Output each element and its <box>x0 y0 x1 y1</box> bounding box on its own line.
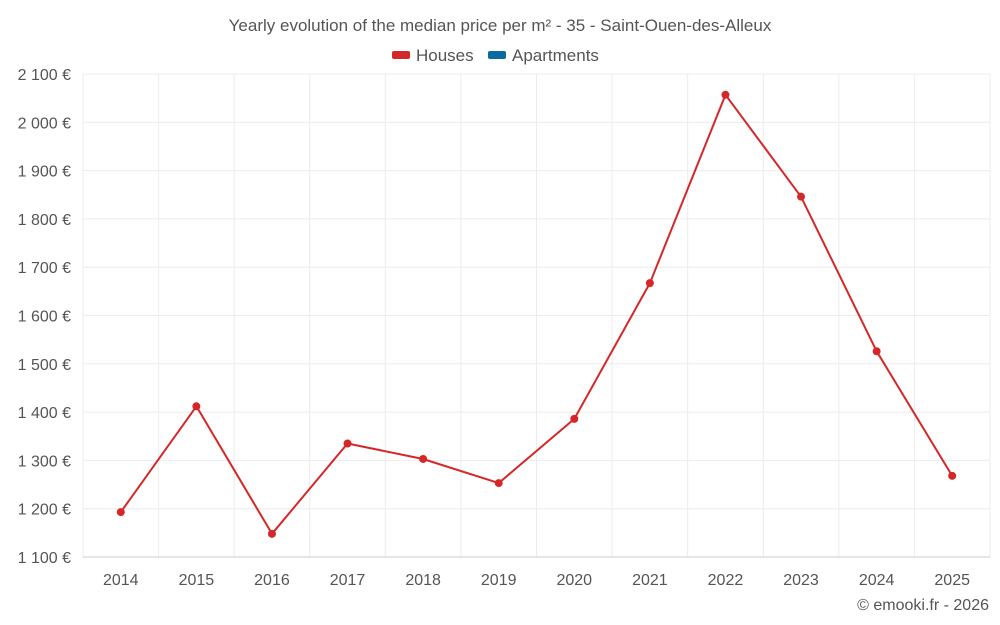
y-tick-label: 1 500 € <box>18 357 71 374</box>
legend-item-houses[interactable]: Houses <box>392 46 474 65</box>
x-tick-label: 2021 <box>632 572 668 589</box>
x-tick-label: 2022 <box>708 572 744 589</box>
y-tick-label: 1 900 € <box>18 164 71 181</box>
series-houses <box>116 90 957 538</box>
y-tick-label: 1 100 € <box>18 550 71 567</box>
legend: Houses Apartments <box>392 46 599 65</box>
x-tick-label: 2025 <box>934 572 970 589</box>
x-tick-label: 2017 <box>330 572 366 589</box>
x-axis-ticks: 2014 2015 2016 2017 2018 2019 2020 2021 2022 2023… <box>103 572 970 589</box>
x-tick-label: 2019 <box>481 572 517 589</box>
data-point-houses[interactable] <box>721 90 730 99</box>
x-tick-label: 2018 <box>405 572 441 589</box>
legend-label-apartments: Apartments <box>512 46 599 65</box>
data-point-houses[interactable] <box>570 414 579 423</box>
x-tick-label: 2016 <box>254 572 290 589</box>
legend-label-houses: Houses <box>416 46 474 65</box>
data-point-houses[interactable] <box>494 479 503 488</box>
y-tick-label: 1 800 € <box>18 212 71 229</box>
legend-item-apartments[interactable]: Apartments <box>488 46 599 65</box>
legend-swatch-houses <box>392 51 410 59</box>
y-axis-ticks: 1 100 € 1 200 € 1 300 € 1 400 € 1 500 € 1 600… <box>18 67 71 567</box>
credit-text: © emooki.fr - 2026 <box>857 597 989 614</box>
data-point-houses[interactable] <box>872 347 881 356</box>
legend-swatch-apartments <box>488 51 506 59</box>
y-tick-label: 1 600 € <box>18 309 71 326</box>
grid <box>82 73 991 557</box>
data-point-houses[interactable] <box>116 508 125 517</box>
data-point-houses[interactable] <box>419 454 428 463</box>
data-point-houses[interactable] <box>948 471 957 480</box>
chart-title: Yearly evolution of the median price per… <box>229 16 772 35</box>
x-tick-label: 2020 <box>556 572 592 589</box>
y-tick-label: 1 300 € <box>18 453 71 470</box>
x-tick-label: 2014 <box>103 572 139 589</box>
y-tick-label: 1 200 € <box>18 502 71 519</box>
data-point-houses[interactable] <box>645 279 654 288</box>
data-point-houses[interactable] <box>192 402 201 411</box>
x-tick-label: 2024 <box>859 572 895 589</box>
y-tick-label: 1 400 € <box>18 405 71 422</box>
y-tick-label: 2 100 € <box>18 67 71 84</box>
data-point-houses[interactable] <box>343 439 352 448</box>
y-tick-label: 1 700 € <box>18 260 71 277</box>
series-line-houses <box>119 93 954 535</box>
data-point-houses[interactable] <box>797 192 806 201</box>
x-tick-label: 2015 <box>179 572 215 589</box>
y-tick-label: 2 000 € <box>18 115 71 132</box>
x-tick-label: 2023 <box>783 572 819 589</box>
data-point-houses[interactable] <box>267 529 276 538</box>
